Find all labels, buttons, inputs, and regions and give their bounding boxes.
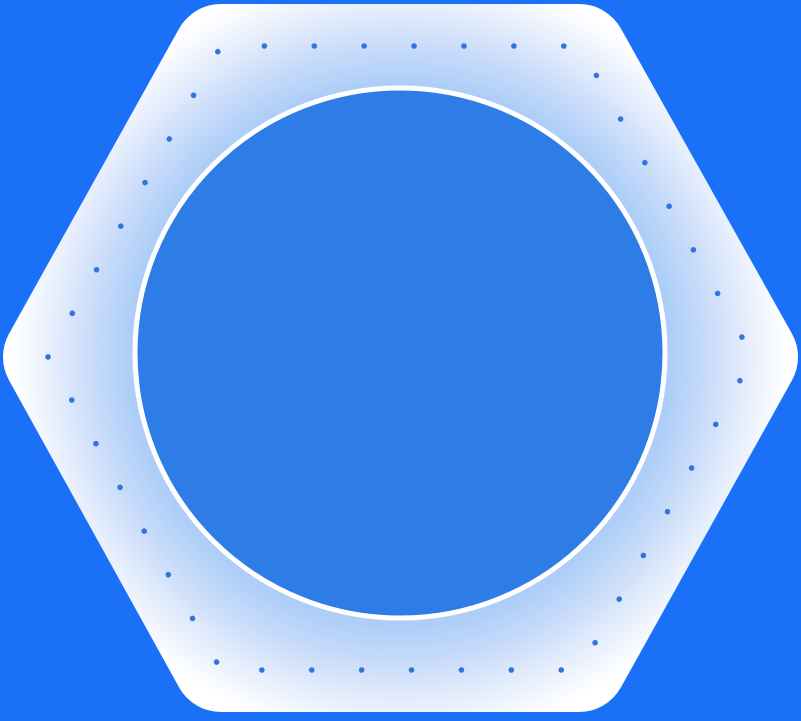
center-circle: [132, 85, 668, 621]
